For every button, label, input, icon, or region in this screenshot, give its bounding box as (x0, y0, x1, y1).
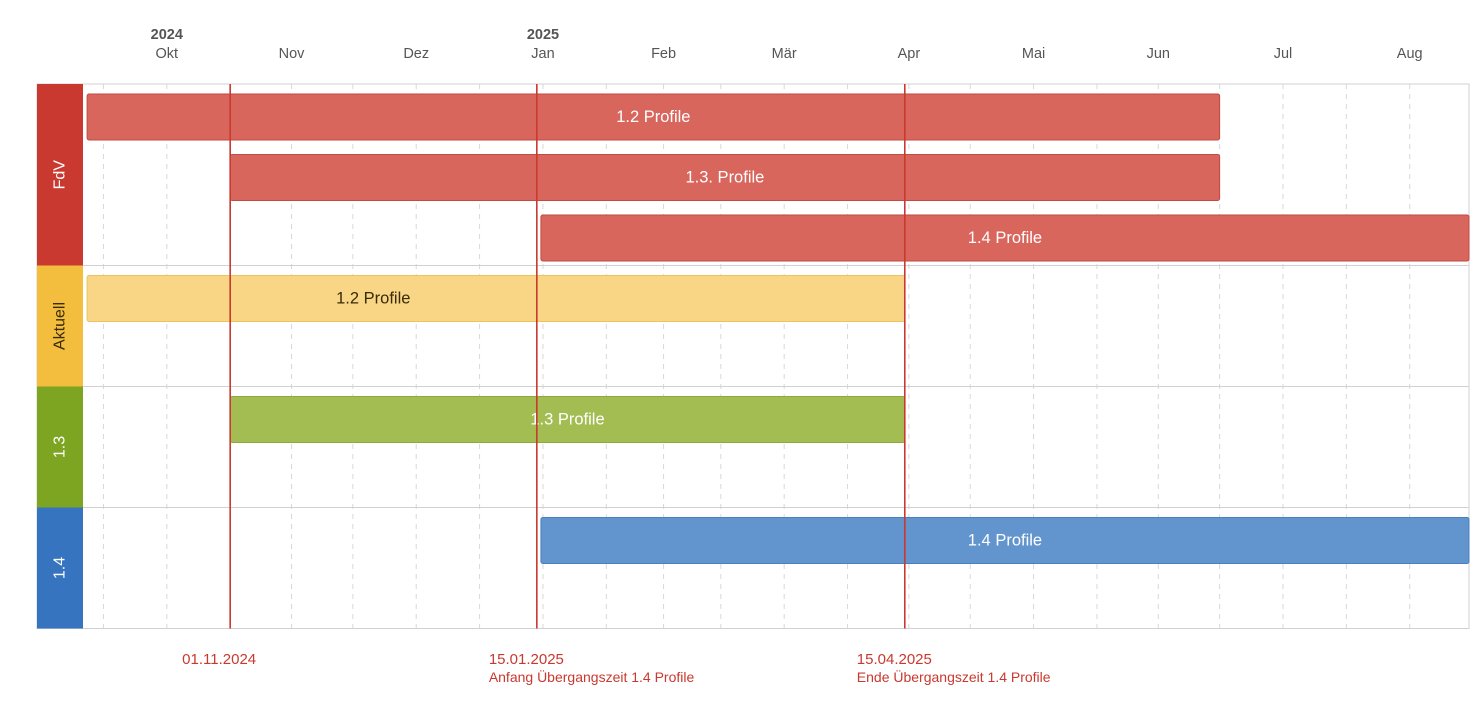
marker-sublabel: Anfang Übergangszeit 1.4 Profile (489, 668, 695, 685)
marker-date-label: 15.01.2025 (489, 651, 564, 668)
group-label: 1.3 (52, 436, 69, 458)
group-label: 1.4 (52, 557, 69, 579)
marker-date-label: 15.04.2025 (857, 651, 932, 668)
marker-date-label: 01.11.2024 (182, 651, 256, 668)
task-label: 1.2 Profile (616, 108, 690, 126)
task-label: 1.3 Profile (530, 411, 604, 429)
year-label: 2024 (151, 27, 183, 43)
group-label: FdV (52, 160, 69, 190)
group-label-bar (37, 386, 83, 508)
month-label: Jan (531, 46, 554, 62)
month-label: Nov (279, 46, 306, 62)
month-label: Feb (651, 46, 676, 62)
month-label: Mär (772, 46, 797, 62)
month-label: Jun (1147, 46, 1170, 62)
task-label: 1.2 Profile (336, 290, 410, 308)
marker-sublabel: Ende Übergangszeit 1.4 Profile (857, 668, 1051, 685)
task-bar (540, 214, 1470, 262)
task-label: 1.4 Profile (968, 229, 1042, 247)
group-label-bar (37, 265, 83, 387)
task-bar (86, 93, 1221, 141)
month-label: Mai (1022, 46, 1045, 62)
group-label: Aktuell (52, 302, 69, 350)
year-label: 2025 (527, 27, 559, 43)
group-label-bar (37, 84, 83, 266)
task-label: 1.3. Profile (685, 169, 764, 187)
task-bar (540, 517, 1470, 564)
month-label: Dez (403, 46, 429, 62)
month-label: Jul (1274, 46, 1293, 62)
task-bar (86, 275, 906, 322)
month-label: Okt (156, 46, 179, 62)
month-label: Aug (1397, 46, 1423, 62)
month-label: Apr (898, 46, 921, 62)
group-label-bar (37, 507, 83, 629)
task-label: 1.4 Profile (968, 532, 1042, 550)
